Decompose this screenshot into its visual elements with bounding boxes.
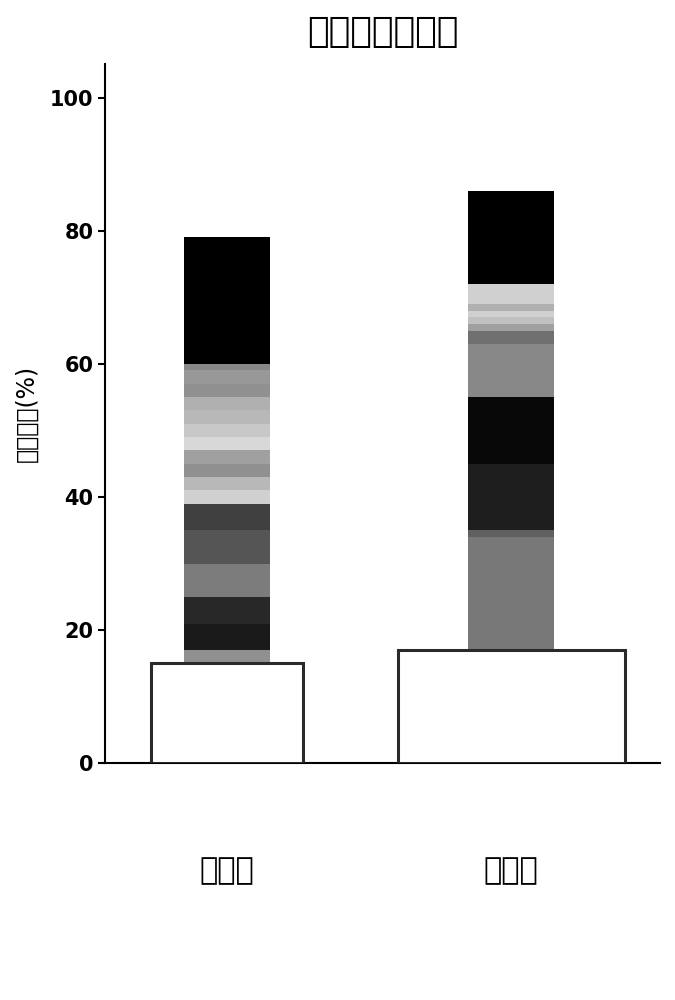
Bar xyxy=(184,477,271,490)
Bar xyxy=(184,410,271,424)
Bar xyxy=(468,324,554,331)
Bar xyxy=(184,464,271,477)
Bar xyxy=(184,490,271,504)
Bar xyxy=(184,624,271,650)
Y-axis label: 相对丰度(%): 相对丰度(%) xyxy=(15,365,39,462)
Text: 肥胖组: 肥胖组 xyxy=(200,857,254,886)
Bar xyxy=(184,597,271,624)
Bar xyxy=(184,397,271,410)
Bar xyxy=(468,530,554,537)
Bar xyxy=(468,464,554,530)
Bar xyxy=(398,650,625,763)
Bar xyxy=(468,331,554,344)
Bar xyxy=(184,437,271,450)
Text: 正常组: 正常组 xyxy=(484,857,539,886)
Bar xyxy=(184,364,271,370)
Bar xyxy=(184,504,271,530)
Bar xyxy=(184,663,271,763)
Bar xyxy=(468,284,554,304)
Title: 菌种水平条形图: 菌种水平条形图 xyxy=(307,15,458,49)
Bar xyxy=(468,304,554,311)
Bar xyxy=(184,370,271,384)
Bar xyxy=(468,537,554,650)
Bar xyxy=(184,530,271,564)
Bar xyxy=(184,237,271,364)
Bar xyxy=(184,384,271,397)
Bar xyxy=(184,450,271,464)
Bar xyxy=(468,191,554,284)
Bar xyxy=(468,344,554,397)
Bar xyxy=(468,311,554,317)
Bar xyxy=(468,317,554,324)
Bar xyxy=(151,663,303,763)
Bar xyxy=(184,424,271,437)
Bar xyxy=(184,564,271,597)
Bar xyxy=(468,650,554,763)
Bar xyxy=(468,397,554,464)
Bar xyxy=(184,650,271,663)
